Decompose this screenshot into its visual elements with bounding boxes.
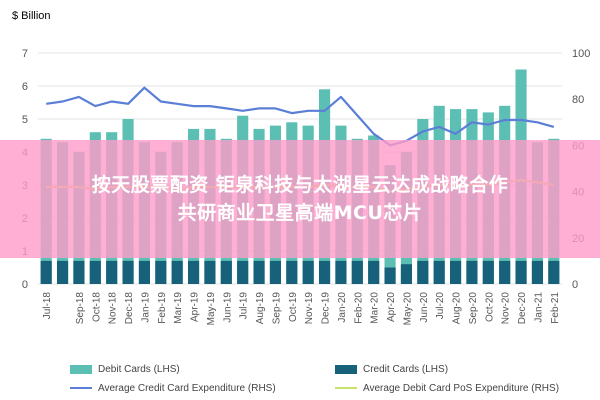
x-tick-label: Jul-20 [435, 292, 446, 320]
credit-bar [89, 260, 101, 284]
credit-bar [368, 260, 380, 284]
right-tick-label: 100 [572, 48, 590, 60]
avg-credit-expenditure-line [46, 86, 555, 147]
credit-bar [417, 260, 429, 284]
x-tick-label: Nov-19 [304, 292, 315, 325]
right-tick-label: 80 [572, 94, 584, 106]
legend-item-debit-cards: Debit Cards (LHS) [70, 362, 180, 376]
left-axis-unit: $ Billion [12, 10, 51, 22]
credit-bar [466, 260, 478, 284]
x-tick-label: Feb-21 [550, 292, 561, 324]
x-tick-label: Nov-20 [501, 292, 512, 325]
legend-label-avg-debit: Average Debit Card PoS Expenditure (RHS) [363, 382, 560, 394]
credit-bar [40, 260, 52, 284]
credit-bar [531, 260, 544, 284]
chart-legend: Debit Cards (LHS) Credit Cards (LHS) Ave… [0, 358, 600, 400]
x-tick-label: Apr-19 [190, 292, 201, 322]
credit-bar [318, 260, 331, 284]
legend-item-avg-debit: Average Debit Card PoS Expenditure (RHS) [335, 381, 559, 395]
x-tick-label: Jun-20 [419, 292, 430, 323]
credit-bar [122, 260, 134, 284]
credit-bar [302, 260, 314, 284]
banner-line-2: 共研商业卫星高端MCU芯片 [177, 202, 423, 224]
x-tick-label: Feb-20 [353, 292, 364, 324]
x-tick-label: Aug-19 [255, 292, 266, 325]
x-tick-label: Oct-20 [484, 292, 495, 322]
x-tick-label: Jan-21 [533, 292, 544, 323]
x-tick-label: May-19 [206, 292, 217, 326]
legend-swatch-avg-debit [335, 387, 357, 389]
credit-bar [73, 260, 85, 284]
x-tick-label: Sep-18 [75, 292, 86, 325]
credit-bar [515, 260, 527, 284]
credit-bar [499, 260, 511, 284]
left-tick-label: 6 [22, 81, 28, 93]
credit-bar [351, 260, 363, 284]
x-tick-label: May-20 [402, 292, 413, 326]
right-tick-label: 0 [572, 279, 578, 291]
x-tick-label: Dec-19 [321, 292, 332, 325]
legend-swatch-avg-credit [70, 387, 92, 389]
x-tick-label: Dec-18 [124, 292, 135, 325]
legend-swatch-credit [335, 364, 357, 374]
left-tick-label: 5 [22, 114, 28, 126]
legend-swatch-debit [70, 364, 92, 374]
credit-bar [138, 260, 151, 284]
x-tick-label: Jun-19 [222, 292, 233, 323]
credit-bar [204, 260, 216, 284]
x-tick-label: Oct-19 [288, 292, 299, 322]
x-tick-label: Sep-20 [468, 292, 479, 325]
legend-label-avg-credit: Average Credit Card Expenditure (RHS) [98, 382, 276, 394]
credit-bar [449, 260, 462, 284]
x-tick-label: Apr-20 [386, 292, 397, 322]
x-tick-label: Sep-19 [271, 292, 282, 325]
credit-bar [187, 260, 200, 284]
credit-bar [171, 260, 183, 284]
credit-bar [400, 264, 413, 284]
legend-item-credit-cards: Credit Cards (LHS) [335, 362, 448, 376]
credit-bar [106, 260, 118, 284]
credit-bar [548, 260, 560, 284]
banner-line-1: 按天股票配资 钜泉科技与太湖星云达成战略合作 [91, 174, 509, 196]
credit-bar [253, 260, 265, 284]
credit-bar [335, 260, 347, 284]
legend-item-avg-credit: Average Credit Card Expenditure (RHS) [70, 381, 276, 395]
overlay-banner: 按天股票配资 钜泉科技与太湖星云达成战略合作 共研商业卫星高端MCU芯片 [0, 140, 600, 258]
credit-bar [269, 260, 282, 284]
x-tick-label: Oct-18 [91, 292, 102, 322]
x-tick-label: Mar-20 [370, 292, 381, 324]
credit-bar [286, 260, 298, 284]
x-tick-label: Jul-19 [239, 292, 250, 320]
credit-bar [220, 260, 232, 284]
credit-bar [237, 260, 249, 284]
legend-label-credit-cards: Credit Cards (LHS) [363, 363, 449, 375]
x-tick-label: Aug-20 [452, 292, 463, 325]
left-tick-label: 7 [22, 48, 28, 60]
legend-label-debit-cards: Debit Cards (LHS) [98, 363, 180, 375]
credit-bar [482, 260, 494, 284]
x-tick-label: Dec-20 [517, 292, 528, 325]
x-tick-label: Feb-19 [157, 292, 168, 324]
credit-bar [433, 260, 445, 284]
x-tick-label: Jan-20 [337, 292, 348, 323]
x-axis-ticks: Jul-18 Sep-18 Oct-18 Nov-18 Dec-18 Jan-19 Feb-… [42, 292, 561, 326]
left-tick-label: 0 [22, 279, 28, 291]
credit-bar [155, 260, 167, 284]
x-tick-label: Jul-18 [42, 292, 53, 320]
credit-bar [384, 267, 396, 284]
x-tick-label: Nov-18 [108, 292, 119, 325]
x-tick-label: Mar-19 [173, 292, 184, 324]
credit-bar [56, 260, 69, 284]
x-tick-label: Jan-19 [140, 292, 151, 323]
